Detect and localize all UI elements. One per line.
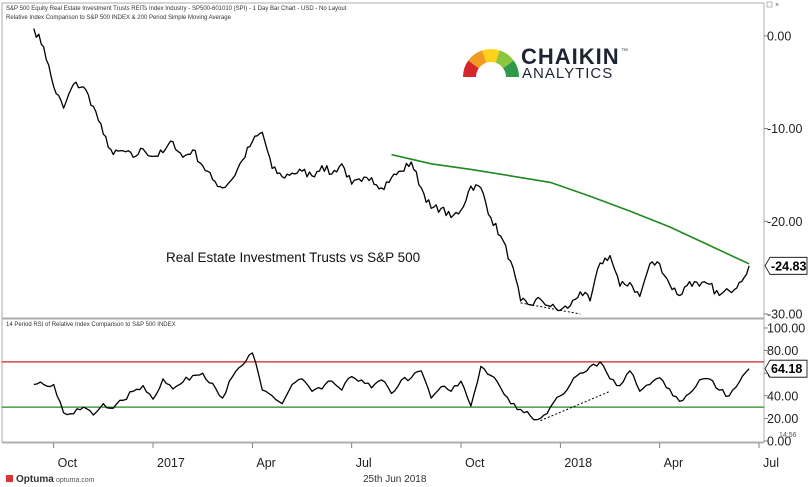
logo-sub: ANALYTICS bbox=[522, 65, 613, 82]
gauge-segment bbox=[462, 60, 479, 77]
close-icon[interactable]: × bbox=[775, 2, 779, 9]
x-tick-label: Apr bbox=[256, 456, 275, 470]
y-tick-label: 0.00 bbox=[767, 29, 791, 43]
y-tick-label: -10.00 bbox=[767, 122, 802, 136]
rsi-support-line bbox=[540, 390, 611, 422]
x-tick-label: Apr bbox=[664, 456, 683, 470]
gauge-segment bbox=[503, 60, 520, 77]
bottom-panel-frame bbox=[1, 318, 765, 443]
gauge-segment bbox=[482, 49, 500, 63]
rsi-y-tick-label: 40.00 bbox=[767, 389, 798, 403]
logo-tm: ™ bbox=[621, 48, 628, 55]
rsi-y-tick-label: 100.00 bbox=[767, 322, 805, 336]
chart-main-title: S&P 500 Equity Real Estate Investment Tr… bbox=[6, 6, 347, 12]
rsi-last-value-badge: 64.18 bbox=[764, 359, 808, 378]
sma-line bbox=[391, 153, 750, 265]
x-tick-label: 2018 bbox=[564, 456, 592, 470]
x-axis-ticks: Oct 2017 Apr Jul Oct 2018 Apr Jul bbox=[53, 443, 779, 470]
gauge-segment bbox=[468, 50, 487, 69]
bottom-series bbox=[33, 352, 750, 422]
top-series bbox=[33, 28, 750, 315]
top-panel-frame bbox=[1, 2, 765, 319]
top-panel-label: Relative Index Comparison to S&P 500 IND… bbox=[6, 15, 232, 21]
y-tick-label: -30.00 bbox=[767, 308, 802, 322]
ratio-last-value: -24.83 bbox=[771, 259, 806, 273]
gauge-icon bbox=[462, 49, 520, 77]
footer-date: 25th Jun 2018 bbox=[363, 474, 427, 485]
rsi-last-value: 64.18 bbox=[771, 362, 802, 376]
footer-time: 14:56 bbox=[779, 432, 797, 439]
x-tick-label: Jul bbox=[356, 456, 372, 470]
rsi-line bbox=[33, 352, 750, 421]
chaikin-logo: CHAIKIN ™ ANALYTICS bbox=[462, 44, 628, 82]
rsi-y-tick-label: 20.00 bbox=[767, 412, 798, 426]
rsi-y-tick-label: 80.00 bbox=[767, 344, 798, 358]
footer: Optuma optuma.com 25th Jun 2018 14:56 bbox=[6, 432, 797, 485]
rsi-levels bbox=[2, 361, 764, 408]
ratio-line bbox=[33, 28, 750, 312]
footer-site: optuma.com bbox=[56, 477, 95, 484]
footer-brand: Optuma bbox=[16, 474, 54, 485]
x-tick-label: Oct bbox=[465, 456, 485, 470]
rsi-y-tick-label: 0.00 bbox=[767, 435, 791, 449]
bottom-panel-label: 14 Period RSI of Relative Index Comparis… bbox=[6, 322, 176, 328]
ratio-last-value-badge: -24.83 bbox=[764, 256, 808, 275]
x-tick-label: Oct bbox=[58, 456, 78, 470]
top-y-axis: 0.00 -10.00 -20.00 -30.00 bbox=[764, 29, 802, 322]
gauge-segment bbox=[495, 50, 514, 69]
maximize-icon[interactable] bbox=[766, 1, 773, 8]
optuma-logo-icon bbox=[6, 475, 13, 482]
logo-name: CHAIKIN bbox=[521, 44, 620, 69]
x-tick-label: Jul bbox=[763, 456, 779, 470]
y-tick-label: -20.00 bbox=[767, 215, 802, 229]
x-tick-label: 2017 bbox=[157, 456, 185, 470]
window-buttons[interactable]: × bbox=[766, 1, 779, 9]
chart-annotation: Real Estate Investment Trusts vs S&P 500 bbox=[166, 250, 420, 265]
